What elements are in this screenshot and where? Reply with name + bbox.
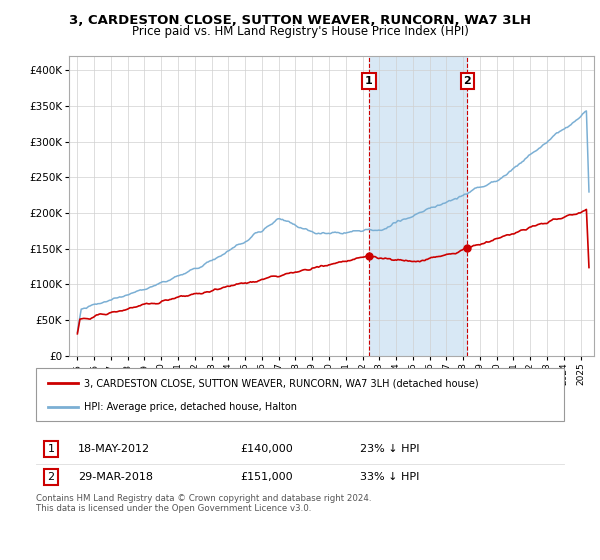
Text: Contains HM Land Registry data © Crown copyright and database right 2024.
This d: Contains HM Land Registry data © Crown c… <box>36 494 371 514</box>
Text: 2: 2 <box>47 472 55 482</box>
Text: 23% ↓ HPI: 23% ↓ HPI <box>360 444 419 454</box>
Text: HPI: Average price, detached house, Halton: HPI: Average price, detached house, Halt… <box>84 402 297 412</box>
Bar <box>369 56 467 356</box>
Text: 2: 2 <box>463 76 471 86</box>
Text: £151,000: £151,000 <box>240 472 293 482</box>
Text: 33% ↓ HPI: 33% ↓ HPI <box>360 472 419 482</box>
Text: 3, CARDESTON CLOSE, SUTTON WEAVER, RUNCORN, WA7 3LH: 3, CARDESTON CLOSE, SUTTON WEAVER, RUNCO… <box>69 14 531 27</box>
Text: 1: 1 <box>365 76 373 86</box>
Text: Price paid vs. HM Land Registry's House Price Index (HPI): Price paid vs. HM Land Registry's House … <box>131 25 469 38</box>
Text: 18-MAY-2012: 18-MAY-2012 <box>78 444 150 454</box>
Text: 3, CARDESTON CLOSE, SUTTON WEAVER, RUNCORN, WA7 3LH (detached house): 3, CARDESTON CLOSE, SUTTON WEAVER, RUNCO… <box>84 378 479 388</box>
Text: £140,000: £140,000 <box>240 444 293 454</box>
Text: 1: 1 <box>47 444 55 454</box>
Text: 29-MAR-2018: 29-MAR-2018 <box>78 472 153 482</box>
